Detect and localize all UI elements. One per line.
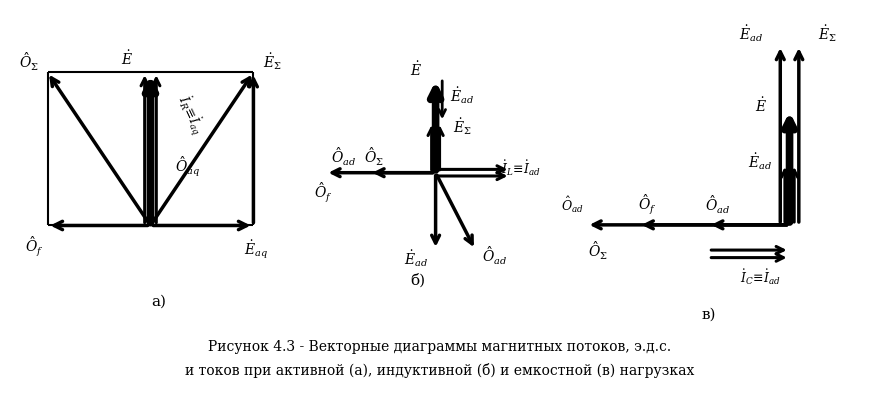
Text: $\dot{E}_{ad}$: $\dot{E}_{ad}$ [450,85,474,106]
Text: $\hat{O}_f$: $\hat{O}_f$ [638,193,656,217]
Text: а): а) [150,295,166,309]
Text: $\hat{O}_f$: $\hat{O}_f$ [314,181,333,204]
Text: $\hat{O}_{aq}$: $\hat{O}_{aq}$ [175,155,200,179]
Text: $\dot{E}$: $\dot{E}$ [121,50,133,68]
Text: Рисунок 4.3 - Векторные диаграммы магнитных потоков, э.д.с.: Рисунок 4.3 - Векторные диаграммы магнит… [209,340,671,355]
Text: $\hat{O}_{ad}$: $\hat{O}_{ad}$ [482,245,508,267]
Text: $\dot{E}$: $\dot{E}$ [410,60,422,79]
Text: $\dot{E}_\Sigma$: $\dot{E}_\Sigma$ [262,51,282,72]
Text: $\dot{E}$: $\dot{E}$ [754,97,766,116]
Text: $\dot{I}_R\!\equiv\!\dot{I}_{aq}$: $\dot{I}_R\!\equiv\!\dot{I}_{aq}$ [172,92,209,138]
Text: $\dot{E}_{ad}$: $\dot{E}_{ad}$ [739,23,763,44]
Text: $\dot{E}_{ad}$: $\dot{E}_{ad}$ [404,248,428,269]
Text: $\hat{O}_\Sigma$: $\hat{O}_\Sigma$ [364,146,384,168]
Text: $\dot{I}_C\!\equiv\!\dot{I}_{ad}$: $\dot{I}_C\!\equiv\!\dot{I}_{ad}$ [740,267,781,287]
Text: $\dot{E}_{aq}$: $\dot{E}_{aq}$ [244,238,268,261]
Text: $\hat{O}_\Sigma$: $\hat{O}_\Sigma$ [19,51,39,73]
Text: $\hat{O}_{ad}$: $\hat{O}_{ad}$ [331,146,356,168]
Text: и токов при активной (а), индуктивной (б) и емкостной (в) нагрузках: и токов при активной (а), индуктивной (б… [186,363,694,378]
Text: $\dot{E}_{ad}$: $\dot{E}_{ad}$ [749,150,773,172]
Text: $\hat{O}_{ad}$: $\hat{O}_{ad}$ [705,193,730,216]
Text: $\hat{O}_\Sigma$: $\hat{O}_\Sigma$ [589,240,608,262]
Text: $\dot{E}_\Sigma$: $\dot{E}_\Sigma$ [818,23,837,44]
Text: $\hat{O}_{ad}$: $\hat{O}_{ad}$ [561,195,583,215]
Text: в): в) [701,308,715,322]
Text: $\dot{E}_\Sigma$: $\dot{E}_\Sigma$ [452,116,472,137]
Text: $\dot{I}_L\!\equiv\!\dot{I}_{ad}$: $\dot{I}_L\!\equiv\!\dot{I}_{ad}$ [502,158,541,178]
Text: б): б) [410,273,426,288]
Text: $\hat{O}_f$: $\hat{O}_f$ [25,235,44,258]
